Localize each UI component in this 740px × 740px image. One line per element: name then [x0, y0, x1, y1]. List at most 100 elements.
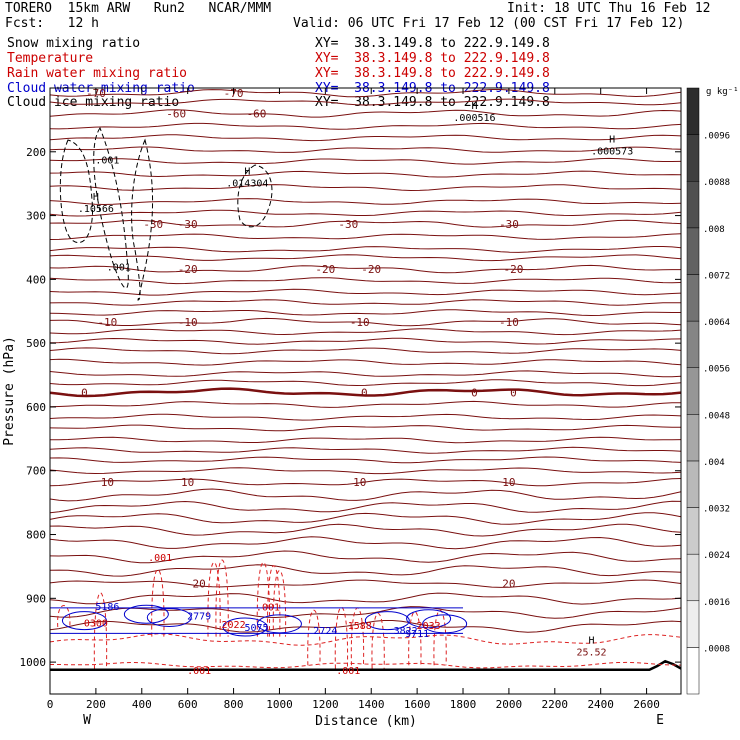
rain-contour [93, 592, 108, 669]
init-time: Init: 18 UTC Thu 16 Feb 12 [507, 1, 711, 16]
rain-label: .001 [148, 553, 172, 564]
isotherm-line [49, 209, 682, 217]
colorbar-tick-label: .0064 [703, 318, 730, 328]
isotherm-label: 10 [502, 476, 515, 489]
isotherm-label: -20 [315, 263, 335, 276]
isotherm-line [49, 288, 682, 296]
x-end-label-west: W [83, 713, 91, 728]
x-end-label-east: E [656, 713, 664, 728]
legend-snow-name: Snow mixing ratio [7, 36, 141, 51]
y-tick-label: 200 [26, 146, 46, 159]
cloud-water-cell [406, 609, 452, 629]
legend-temperature-xy: XY= 38.3.149.8 to 222.9.149.8 [315, 51, 550, 66]
x-tick-label: 600 [178, 698, 198, 711]
y-axis-title: Pressure (hPa) [2, 336, 17, 446]
isotherm-line [49, 347, 682, 355]
cloud-water-cell [422, 614, 468, 634]
isotherm-line--20 [49, 264, 681, 274]
colorbar-tick-label: .0016 [703, 598, 730, 608]
isotherm-line [49, 424, 682, 432]
colorbar-segment [686, 180, 700, 229]
extremum-marker: H [93, 192, 99, 203]
rain-contour [307, 610, 321, 666]
isotherm-line [49, 564, 682, 577]
isotherm-label: -60 [247, 108, 267, 121]
isotherm-label: 10 [101, 476, 114, 489]
isotherm-line [49, 488, 682, 502]
isotherm-line--70 [49, 89, 682, 98]
legend-rain-xy: XY= 38.3.149.8 to 222.9.149.8 [315, 66, 550, 81]
isotherm-line [49, 500, 682, 514]
colorbar-segment [686, 274, 700, 322]
extremum-value: 25.52 [576, 647, 606, 658]
isotherm-line [49, 246, 682, 253]
x-tick-label: 1000 [266, 698, 293, 711]
rain-contour [408, 611, 422, 666]
colorbar-tick-label: .008 [703, 225, 725, 235]
colorbar-segment [686, 320, 700, 368]
isotherm-label: -10 [499, 316, 519, 329]
axes-layer: 0 200 400 600 800 1000 1200 1400 1600 1800 2000 220… [20, 88, 681, 711]
colorbar-segment [686, 134, 700, 182]
rain-contour-band [50, 661, 682, 669]
cloud-water-label: 2779 [187, 612, 211, 623]
isotherm-line [49, 358, 682, 366]
rain-contour [433, 610, 447, 666]
x-tick-label: 2600 [633, 698, 660, 711]
isotherm-line--10 [49, 317, 682, 327]
cloud-ice-contour [237, 164, 273, 228]
cloud-ice-label: .001 [107, 263, 131, 274]
y-tick-label: 500 [26, 337, 46, 350]
isotherm-label: -10 [350, 316, 370, 329]
valid-time: Valid: 06 UTC Fri 17 Feb 12 (00 CST Fri … [293, 16, 685, 31]
colorbar-tick-label: .0088 [703, 178, 730, 188]
isotherm-line [49, 592, 682, 605]
isotherm-line [49, 309, 681, 317]
colorbar-segment [686, 227, 700, 275]
cloud-water-label: 3822 [394, 626, 418, 637]
rain-contour [57, 605, 71, 628]
isotherm-line [49, 446, 682, 454]
isotherm-line [49, 606, 682, 619]
rain-contour [151, 569, 165, 637]
cloud-water-cell [123, 604, 169, 624]
isotherm-label: -30 [178, 218, 198, 231]
cloud-water-cell [61, 611, 107, 631]
isotherm-label: -30 [499, 218, 519, 231]
colorbar-segment [686, 414, 700, 462]
forecast-hour: Fcst: 12 h [5, 16, 99, 31]
colorbar-tick-label: .0032 [703, 505, 730, 515]
y-tick-label: 700 [26, 465, 46, 478]
colorbar-tick-label: .0096 [703, 132, 730, 142]
x-tick-label: 2200 [542, 698, 569, 711]
colorbar-segment [686, 647, 700, 695]
isotherm-label: -20 [178, 263, 198, 276]
isotherm-line [49, 550, 682, 564]
isotherm-line [49, 456, 682, 464]
colorbar-segment [686, 367, 700, 415]
isotherm-line [49, 370, 682, 378]
rain-contour [371, 613, 385, 669]
isotherm-line [49, 512, 682, 525]
rain-label: 2033 [417, 621, 441, 632]
rain-label: 0300 [84, 619, 108, 630]
colorbar-tick-label: .0056 [703, 365, 730, 375]
rain-label: 2022 [222, 620, 246, 631]
legend-rain-name: Rain water mixing ratio [7, 66, 188, 81]
x-tick-label: 800 [224, 698, 244, 711]
isotherm-label: -10 [178, 316, 198, 329]
isotherm-label: -20 [361, 263, 381, 276]
cloud-ice-contour [131, 138, 154, 301]
colorbar-tick-label: .0072 [703, 271, 730, 281]
isotherm-label: 10 [181, 476, 194, 489]
isotherm-line [49, 134, 682, 142]
cloud-ice-label: .001 [95, 155, 119, 166]
isotherm-label: -60 [166, 108, 186, 121]
isotherm-line-10 [49, 478, 682, 487]
isotherm-label: 20 [502, 578, 515, 591]
isotherm-label: -10 [97, 316, 117, 329]
rain-label: .001 [336, 666, 360, 677]
colorbar-segment [686, 553, 700, 602]
legend-cloud-ice-xy: XY= 38.3.149.8 to 222.9.149.8 [315, 95, 550, 110]
